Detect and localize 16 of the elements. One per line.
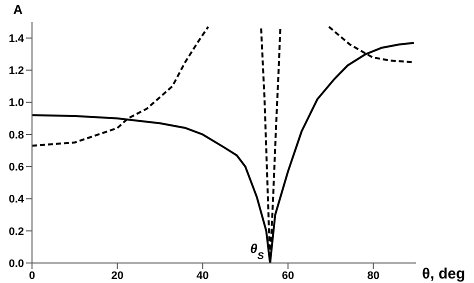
y-axis-title: A [13,2,24,17]
y-tick-label: 1.0 [8,97,24,110]
x-tick-label: 80 [367,270,380,282]
annotation: θ$_{S}$ [250,241,264,262]
x-tick-label: 20 [111,270,124,282]
y-tick-label: 0.0 [8,258,24,270]
y-tick-label: 0.6 [8,162,24,174]
y-tick-label: 0.4 [8,194,25,206]
y-tick-label: 0.8 [8,129,24,142]
y-tick-label: 1.4 [8,32,25,45]
x-tick-label: 60 [282,270,294,282]
x-tick-label: 0 [28,270,36,282]
y-tick-label: 0.2 [8,226,24,238]
x-tick-label: 40 [196,270,209,282]
y-tick-label: 1.2 [8,65,24,78]
x-axis-title: θ, deg [422,265,466,282]
